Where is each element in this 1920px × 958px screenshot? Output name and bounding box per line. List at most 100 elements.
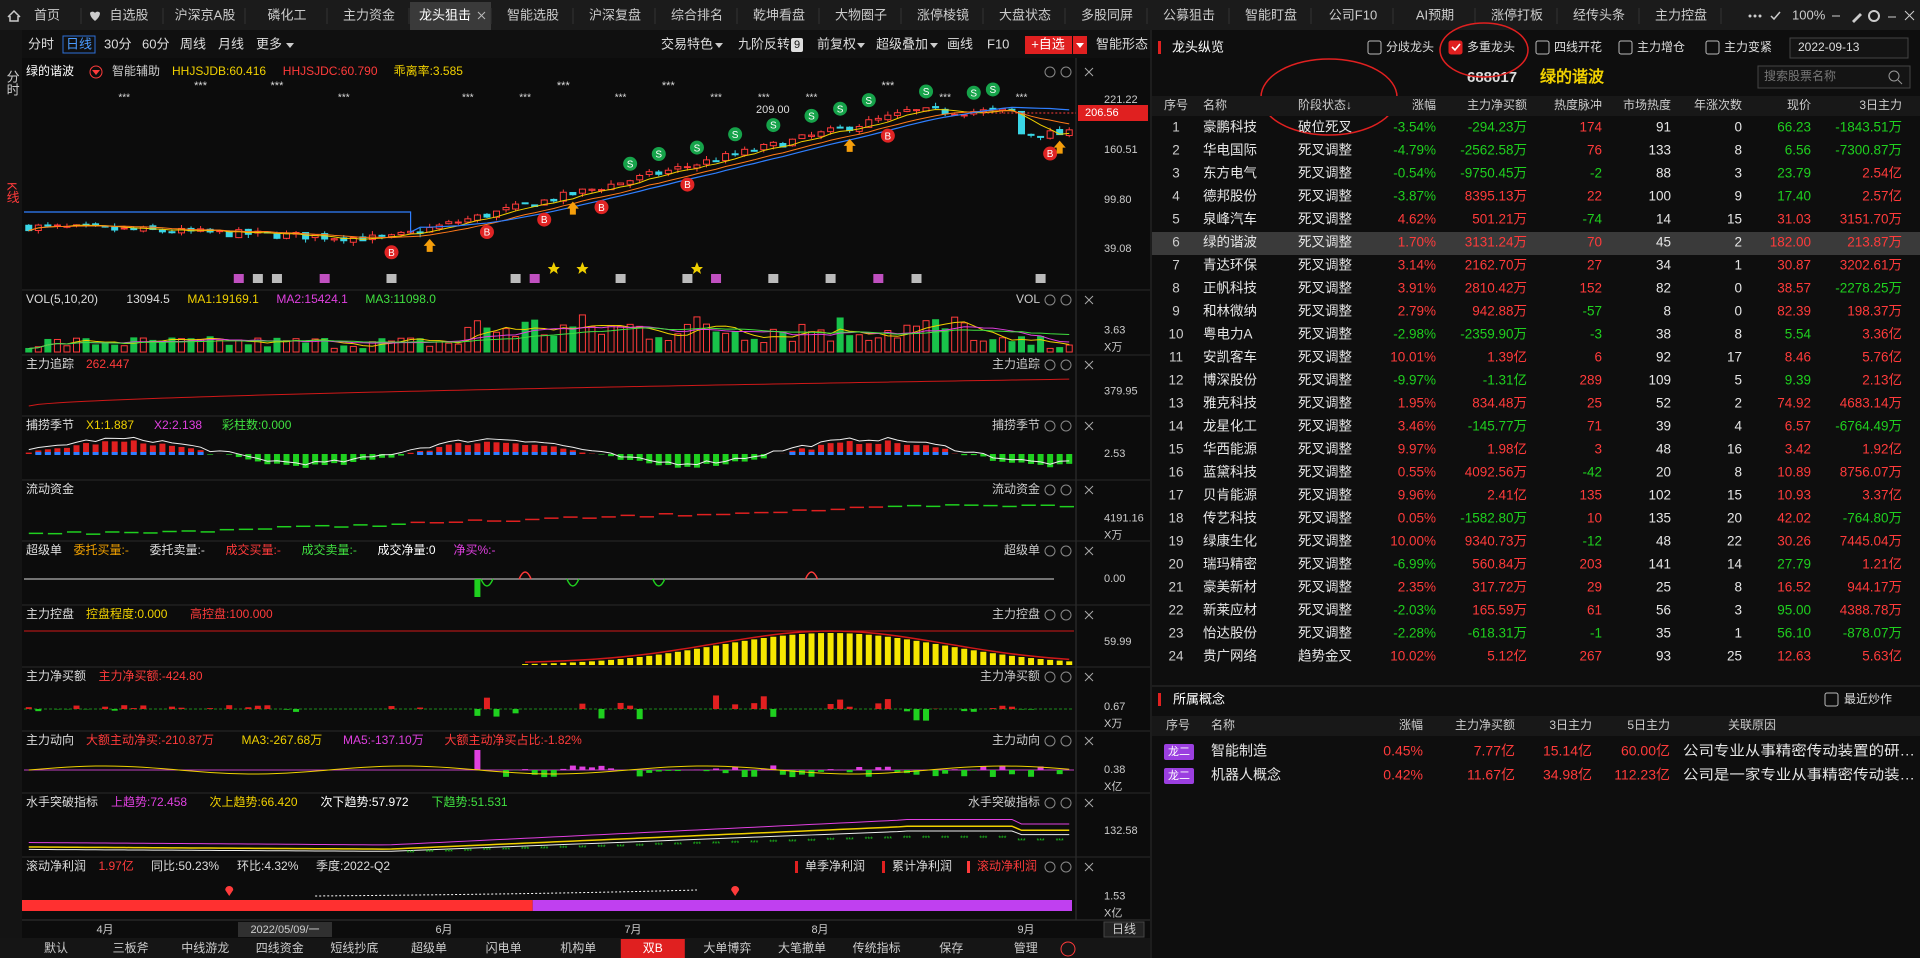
table-cell[interactable]: 绿康生化 [1203,533,1257,549]
tab[interactable] [902,2,983,30]
tab-label[interactable]: 公募狙击 [1163,7,1215,22]
period-button[interactable]: 60分 [142,36,169,51]
table-cell[interactable]: 雅克科技 [1203,396,1257,411]
column-header[interactable]: 主力净买额 [1467,98,1527,112]
panel-close[interactable] [1084,485,1094,495]
table-cell[interactable]: 粤电力A [1203,327,1253,342]
table-cell[interactable]: 和林微纳 [1203,304,1257,319]
search-icon[interactable] [1897,79,1903,85]
tab[interactable] [0,2,81,30]
filter-label[interactable]: 主力变紧 [1724,39,1772,54]
settings-icon[interactable] [1044,861,1056,873]
tab-label[interactable]: 磷化工 [267,7,306,22]
bottom-tab[interactable]: 管理 [1014,940,1038,955]
bottom-tab[interactable]: 中线游龙 [181,940,229,955]
help-icon[interactable] [1060,66,1072,78]
table-cell[interactable]: 德邦股份 [1203,189,1257,204]
tab[interactable] [1640,2,1721,30]
table-cell[interactable]: 豪鹏科技 [1203,120,1257,135]
table-cell[interactable]: 传艺科技 [1203,511,1257,526]
panel-close[interactable] [1084,672,1094,682]
table-cell[interactable]: 新莱应材 [1203,602,1257,618]
table-cell[interactable]: 智能制造 [1211,743,1267,759]
tab-label[interactable]: 经传头条 [1573,7,1625,22]
tab-label[interactable]: 主力控盘 [1655,7,1707,22]
checkbox[interactable] [1535,40,1550,55]
table-cell[interactable]: 贵广网络 [1203,649,1257,664]
bottom-tab[interactable]: 超级单 [411,940,447,955]
table-cell[interactable]: 绿的谐波 [1203,235,1257,250]
table-cell[interactable]: 蓝黛科技 [1203,465,1257,480]
tab-label[interactable]: 主力资金 [343,7,395,22]
column-header[interactable]: 现价 [1787,98,1811,112]
checkbox[interactable] [1705,40,1720,55]
settings-icon[interactable] [1044,66,1056,78]
table-cell[interactable]: 东方电气 [1203,166,1257,181]
table-cell[interactable]: 青达环保 [1203,258,1257,273]
table-cell[interactable]: 华电国际 [1203,143,1257,158]
tab[interactable] [1148,2,1229,30]
bottom-tab[interactable]: 大笔撤单 [778,940,826,955]
settings-icon[interactable] [1044,484,1056,496]
tab-label[interactable]: 智能盯盘 [1245,7,1297,22]
tab[interactable] [1558,2,1639,30]
tab-label[interactable]: AI预期 [1416,7,1454,22]
filter-label[interactable]: 多重龙头 [1467,40,1515,54]
bottom-tab[interactable]: 保存 [939,941,963,955]
tab[interactable] [738,2,819,30]
search-placeholder[interactable]: 搜索股票名称 [1764,68,1836,83]
panel-close[interactable] [1084,421,1094,431]
column-header[interactable]: 热度脉冲 [1554,97,1602,112]
period-button[interactable]: 30分 [104,36,131,51]
help-icon[interactable] [1060,797,1072,809]
tool-button[interactable]: 超级叠加 [876,36,928,51]
settings-icon[interactable] [1044,545,1056,557]
search-icon[interactable] [1888,70,1900,82]
more-dots[interactable] [1753,14,1757,18]
date-box[interactable] [1789,37,1909,59]
help-icon[interactable] [1060,294,1072,306]
tab[interactable] [1312,2,1393,30]
panel-close[interactable] [1084,295,1094,305]
table-cell[interactable]: 正帆科技 [1203,281,1257,296]
column-header[interactable]: 阶段状态↓ [1298,97,1352,112]
column-header[interactable]: 年涨次数 [1694,97,1742,112]
panel-close[interactable] [1084,610,1094,620]
bottom-tab[interactable]: 传统指标 [853,940,901,955]
tool-button[interactable]: 画线 [947,36,973,51]
filter-label[interactable]: 主力增仓 [1637,40,1685,54]
tab-label[interactable]: 大盘状态 [999,7,1051,22]
tab-label[interactable]: 多股同屏 [1081,7,1133,22]
help-icon[interactable] [1060,609,1072,621]
tab[interactable] [246,2,327,30]
checkbox[interactable] [1448,40,1463,55]
dropdown-circle[interactable] [89,65,103,79]
bottom-tab[interactable]: 三板斧 [113,941,149,955]
smart-shape-button[interactable]: 智能形态 [1096,36,1148,51]
checkbox[interactable] [1618,40,1633,55]
column-header[interactable]: 市场热度 [1623,97,1671,112]
main-close[interactable] [1084,67,1094,77]
tool-button[interactable]: 前复权 [817,36,856,51]
column-header[interactable]: 序号 [1164,97,1188,112]
column-header[interactable]: 涨幅 [1412,97,1436,112]
table-cell[interactable]: 贝肯能源 [1203,488,1257,503]
panel-close[interactable] [1084,798,1094,808]
add-watch-button[interactable] [1025,36,1072,54]
help-icon[interactable] [1060,735,1072,747]
tab-label[interactable]: 沪深复盘 [589,7,641,22]
help-icon[interactable] [1060,359,1072,371]
tab-label[interactable]: 涨停打板 [1491,7,1543,22]
date-value[interactable]: 2022-09-13 [1798,40,1860,54]
filter-label[interactable]: 分歧龙头 [1386,40,1434,54]
tab[interactable] [820,2,901,30]
table-cell[interactable]: 机器人概念 [1211,767,1281,783]
tool-button[interactable]: 九阶反转 [738,36,790,51]
tab-label[interactable]: 龙头狙击 [419,7,471,22]
help-icon[interactable] [1060,420,1072,432]
bottom-tab-active[interactable] [620,939,685,958]
tab-label[interactable]: 大物圈子 [835,7,887,22]
column-header[interactable]: 主力净买额 [1455,718,1515,732]
table-cell[interactable]: 瑞玛精密 [1203,556,1257,572]
bottom-tab[interactable]: 机构单 [560,940,596,955]
